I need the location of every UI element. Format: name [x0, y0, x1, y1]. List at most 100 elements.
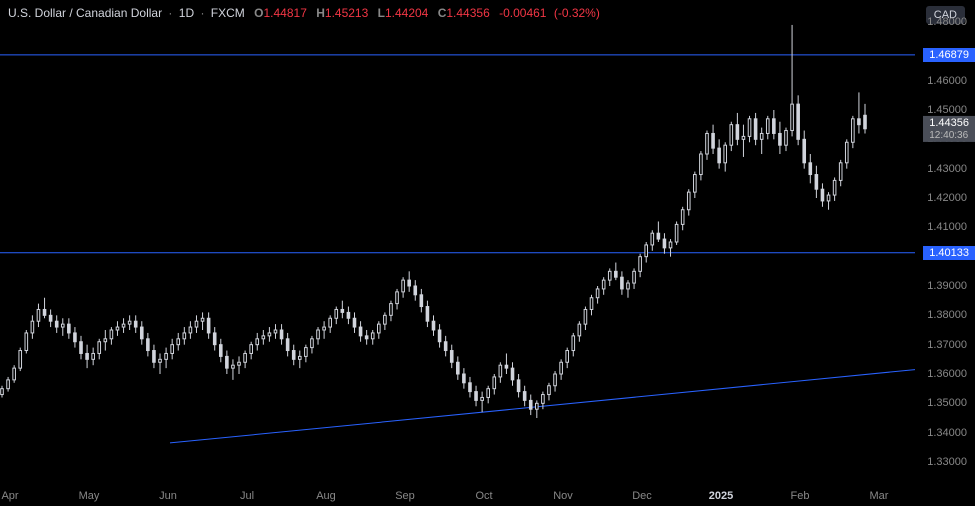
candle[interactable] [147, 339, 150, 351]
candle[interactable] [341, 309, 344, 312]
candle[interactable] [730, 125, 733, 146]
candle[interactable] [305, 348, 308, 357]
candle[interactable] [712, 133, 715, 148]
candle[interactable] [797, 104, 800, 139]
candle[interactable] [718, 148, 721, 163]
candle[interactable] [371, 333, 374, 339]
candle[interactable] [858, 119, 861, 125]
candle[interactable] [116, 327, 119, 330]
candle[interactable] [323, 327, 326, 330]
candle[interactable] [584, 309, 587, 324]
candle[interactable] [292, 351, 295, 360]
candle[interactable] [219, 345, 222, 357]
candle[interactable] [742, 136, 745, 139]
candle[interactable] [487, 389, 490, 398]
candle[interactable] [457, 362, 460, 374]
candle[interactable] [359, 327, 362, 336]
candle[interactable] [195, 321, 198, 327]
candle[interactable] [177, 339, 180, 345]
candle[interactable] [536, 403, 539, 409]
candle[interactable] [256, 339, 259, 345]
candle[interactable] [450, 351, 453, 363]
candle[interactable] [408, 280, 411, 286]
candle[interactable] [724, 145, 727, 163]
candle[interactable] [481, 397, 484, 400]
price-tag-hline[interactable]: 1.46879 [923, 48, 975, 62]
candle[interactable] [694, 175, 697, 193]
candle[interactable] [651, 233, 654, 245]
price-chart[interactable] [0, 0, 915, 506]
candle[interactable] [645, 245, 648, 257]
candle[interactable] [621, 277, 624, 289]
candle[interactable] [68, 324, 71, 333]
candle[interactable] [238, 362, 241, 365]
candle[interactable] [128, 321, 131, 324]
candle[interactable] [578, 324, 581, 336]
candle[interactable] [13, 368, 16, 380]
candle[interactable] [171, 345, 174, 354]
candle[interactable] [681, 210, 684, 225]
candle[interactable] [207, 318, 210, 333]
candle[interactable] [311, 339, 314, 348]
candle[interactable] [517, 380, 520, 392]
candle[interactable] [839, 163, 842, 181]
candle[interactable] [153, 351, 156, 363]
candle[interactable] [201, 318, 204, 321]
candle[interactable] [298, 356, 301, 359]
candle[interactable] [687, 192, 690, 210]
candle[interactable] [469, 383, 472, 392]
candle[interactable] [134, 321, 137, 327]
candle[interactable] [554, 374, 557, 386]
candle[interactable] [845, 142, 848, 163]
candle[interactable] [809, 163, 812, 175]
candle[interactable] [25, 333, 28, 351]
candle[interactable] [548, 386, 551, 395]
candle[interactable] [7, 380, 10, 389]
candle[interactable] [432, 321, 435, 330]
candle[interactable] [475, 392, 478, 401]
candle[interactable] [663, 239, 666, 248]
candle[interactable] [542, 395, 545, 404]
y-axis[interactable]: 1.330001.340001.350001.360001.370001.380… [915, 0, 975, 506]
candle[interactable] [262, 336, 265, 339]
candle[interactable] [1, 389, 4, 395]
candle[interactable] [183, 333, 186, 339]
candle[interactable] [608, 271, 611, 280]
candle[interactable] [633, 271, 636, 283]
candle[interactable] [122, 324, 125, 327]
candle[interactable] [110, 330, 113, 339]
candle[interactable] [250, 345, 253, 354]
candle[interactable] [864, 115, 867, 128]
candle[interactable] [86, 353, 89, 359]
candle[interactable] [827, 195, 830, 201]
candle[interactable] [657, 233, 660, 239]
candle[interactable] [505, 365, 508, 368]
candle[interactable] [74, 333, 77, 342]
candle[interactable] [639, 257, 642, 272]
candle[interactable] [80, 342, 83, 354]
candle[interactable] [572, 336, 575, 351]
candle[interactable] [426, 307, 429, 322]
candle[interactable] [43, 309, 46, 315]
candle[interactable] [49, 315, 52, 321]
candle[interactable] [499, 365, 502, 377]
candle[interactable] [785, 131, 788, 146]
candle[interactable] [61, 324, 64, 327]
candle[interactable] [779, 133, 782, 145]
candle[interactable] [165, 353, 168, 359]
candle[interactable] [274, 330, 277, 333]
candle[interactable] [529, 400, 532, 409]
candle[interactable] [791, 104, 794, 130]
candle[interactable] [365, 336, 368, 339]
candle[interactable] [773, 119, 776, 134]
candle[interactable] [232, 365, 235, 368]
candle[interactable] [669, 242, 672, 248]
candle[interactable] [615, 271, 618, 277]
candle[interactable] [396, 292, 399, 304]
candle[interactable] [493, 377, 496, 389]
candle[interactable] [444, 342, 447, 351]
candle[interactable] [98, 342, 101, 354]
candle[interactable] [602, 280, 605, 289]
candle[interactable] [31, 321, 34, 333]
candle[interactable] [55, 321, 58, 327]
